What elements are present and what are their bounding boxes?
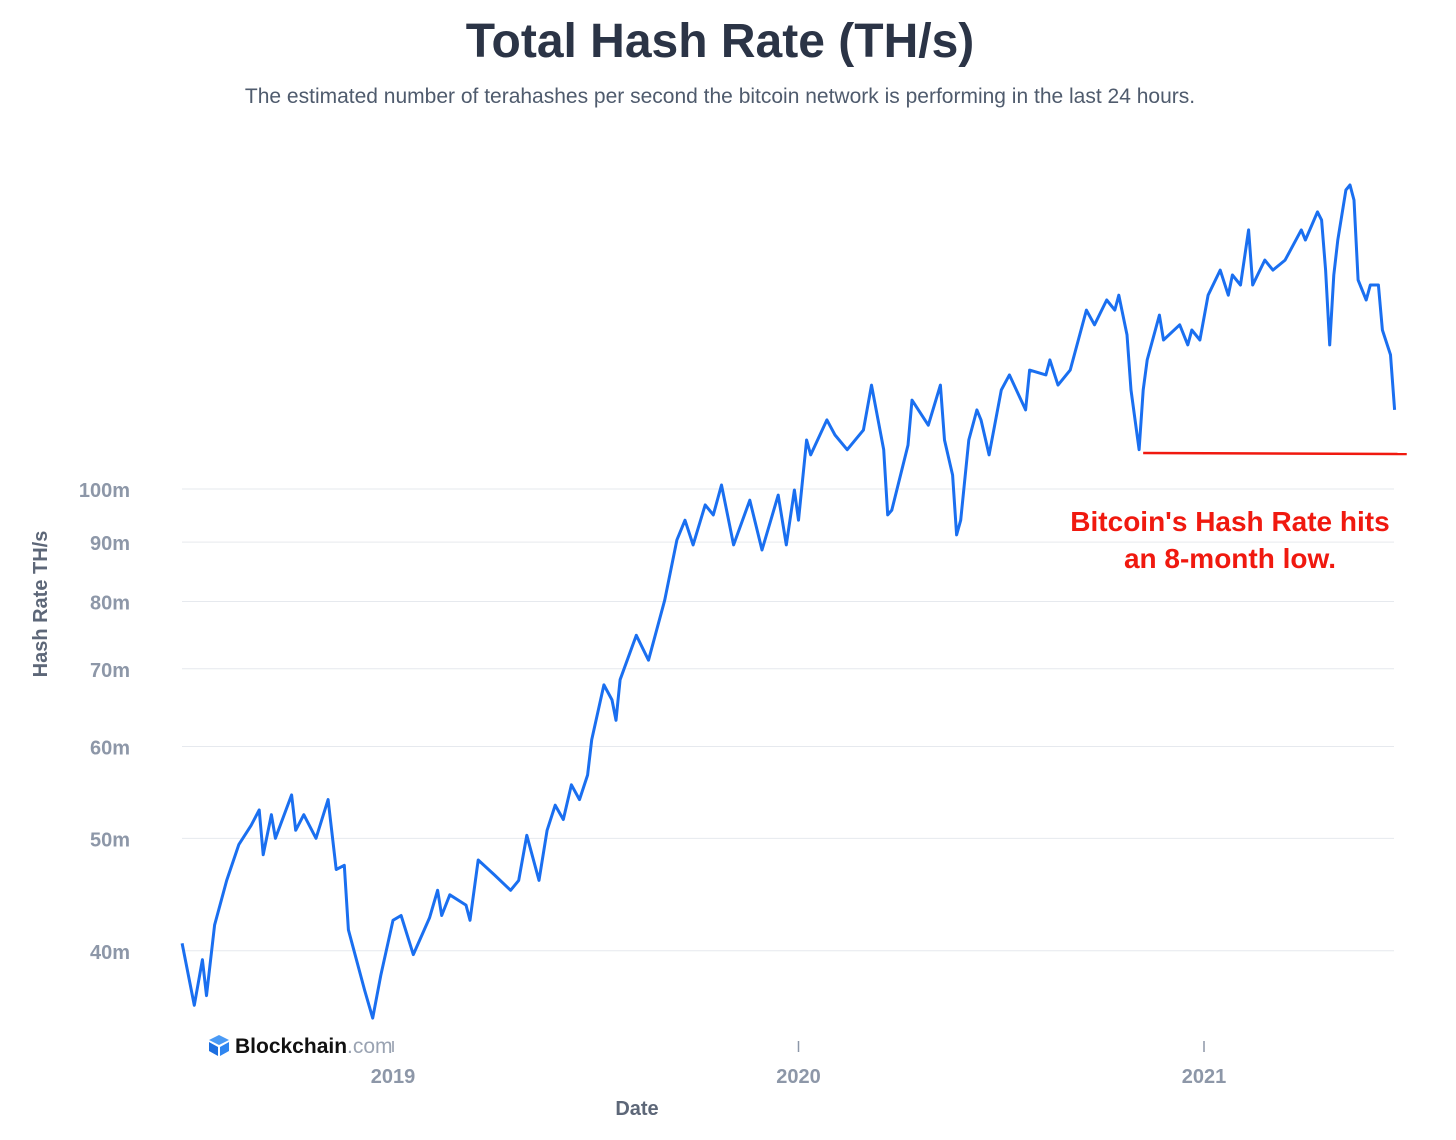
y-tick-label: 100m — [79, 480, 130, 502]
y-tick-label: 90m — [90, 533, 130, 555]
annotation-line-1: Bitcoin's Hash Rate hits — [1070, 506, 1389, 537]
y-axis-ticks: 100m 90m 80m 70m 60m 50m 40m — [79, 480, 130, 964]
annotation-line-2: an 8-month low. — [1124, 543, 1336, 574]
x-axis-label: Date — [615, 1098, 658, 1120]
y-tick-label: 80m — [90, 592, 130, 614]
chart-title: Total Hash Rate (TH/s) — [465, 15, 975, 68]
logo-suffix: .com — [347, 1035, 393, 1058]
svg-text:Blockchain.com: Blockchain.com — [235, 1035, 393, 1058]
logo-name: Blockchain — [235, 1035, 347, 1058]
blockchain-logo: Blockchain.com — [209, 1035, 393, 1058]
y-tick-label: 70m — [90, 660, 130, 682]
chart-subtitle: The estimated number of terahashes per s… — [244, 85, 1196, 108]
y-tick-label: 60m — [90, 737, 130, 759]
blockchain-cube-icon — [209, 1035, 229, 1056]
x-tick-label: 2021 — [1182, 1066, 1227, 1088]
hash-rate-line — [180, 183, 1397, 1020]
annotation-reference-line — [1143, 451, 1407, 456]
y-tick-label: 50m — [90, 829, 130, 851]
y-tick-label: 40m — [90, 942, 130, 964]
x-axis-ticks: 2019 2020 2021 — [371, 1041, 1227, 1088]
x-tick-label: 2019 — [371, 1066, 416, 1088]
x-tick-label: 2020 — [776, 1066, 821, 1088]
y-axis-label: Hash Rate TH/s — [30, 531, 52, 678]
